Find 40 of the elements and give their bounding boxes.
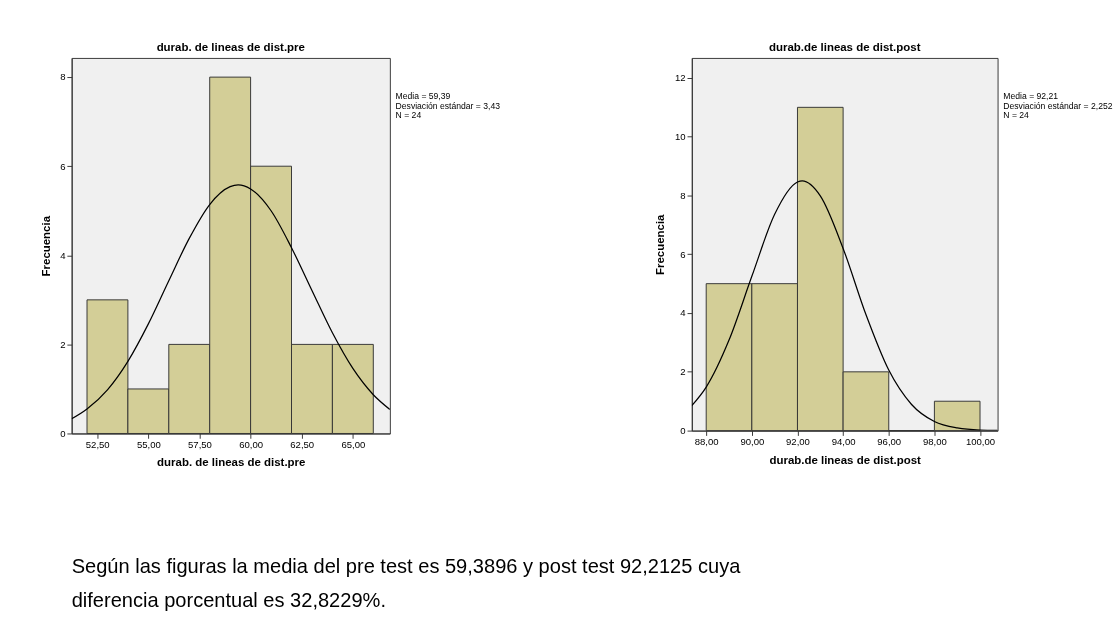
y-tick-label: 4 — [680, 307, 687, 319]
text: N = 24 — [1003, 110, 1030, 121]
x-tick-label: 55,00 — [136, 439, 161, 451]
x-tick-label: 62,50 — [290, 439, 315, 451]
text: diferencia porcentual es 32,8229%. — [71, 588, 386, 611]
text: Según las figuras la media del pre test es 59,3896 y post test 92,2125 cuya — [71, 555, 742, 578]
y-tick-label: 4 — [60, 249, 67, 261]
x-tick-label: 88,00 — [694, 436, 719, 448]
x-axis-title: durab.de lineas de dist.post — [769, 453, 922, 466]
x-axis-title: durab. de lineas de dist.pre — [157, 456, 306, 469]
y-axis-title: Frecuencia — [39, 215, 52, 277]
x-tick-label: 60,00 — [239, 439, 264, 451]
text: Desviación estándar = 2,252 — [1003, 100, 1113, 111]
y-tick-label: 8 — [680, 189, 686, 201]
y-tick-label: 8 — [60, 71, 66, 83]
y-tick-label: 0 — [680, 424, 686, 436]
x-tick-label: 96,00 — [877, 436, 902, 448]
text: Desviación estándar = 3,43 — [395, 100, 501, 111]
line-series — [71, 184, 390, 420]
y-tick-label: 2 — [680, 366, 686, 378]
x-tick-label: 94,00 — [831, 436, 856, 448]
x-tick-label: 65,00 — [341, 439, 366, 451]
text: N = 24 — [395, 110, 422, 121]
y-tick-label: 12 — [674, 72, 686, 84]
x-tick-label: 100,00 — [965, 436, 996, 448]
y-tick-label: 10 — [674, 131, 686, 143]
x-tick-label: 98,00 — [922, 436, 947, 448]
x-tick-label: 90,00 — [740, 436, 765, 448]
y-tick-label: 0 — [60, 427, 66, 439]
chart-title: durab. de lineas de dist.pre — [156, 41, 305, 54]
text: Media = 59,39 — [395, 91, 451, 102]
y-axis-title: Frecuencia — [654, 213, 667, 276]
y-tick-label: 6 — [680, 248, 686, 260]
x-tick-label: 57,50 — [188, 439, 212, 451]
y-tick-label: 6 — [60, 160, 66, 172]
text: Media = 92,21 — [1003, 91, 1059, 102]
x-tick-label: 92,00 — [786, 436, 810, 448]
y-tick-label: 2 — [60, 338, 66, 350]
x-tick-label: 52,50 — [85, 439, 110, 451]
chart-title: durab.de lineas de dist.post — [768, 41, 921, 54]
